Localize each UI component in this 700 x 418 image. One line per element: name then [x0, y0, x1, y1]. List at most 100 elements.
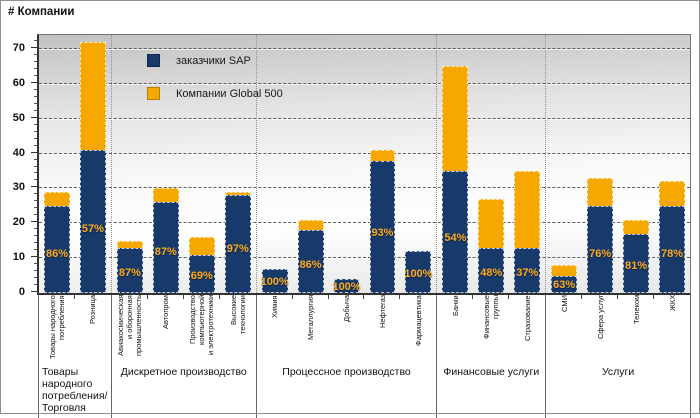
- bar-slot: 97%: [220, 35, 256, 293]
- bar-slot: 87%: [112, 35, 148, 293]
- bar-segment-sap: [478, 247, 505, 293]
- category-label: Металлургия: [306, 295, 316, 341]
- category-label: Фармацевтика: [413, 295, 423, 346]
- category-cell: Производство компьютерной и электротехни…: [184, 295, 220, 361]
- y-tick-minor: [34, 193, 37, 195]
- bar-column: 37%: [514, 35, 541, 293]
- bar-slot: 37%: [509, 35, 545, 293]
- bar-column: 63%: [551, 35, 578, 293]
- plot-area: 86% 57% 87% 87% 69% 97% 100% 86% 100% 93% 100% 54% 4…: [37, 34, 691, 295]
- y-tick-minor: [34, 277, 37, 279]
- bar-column: 86%: [44, 35, 70, 293]
- bar-segment-sap: [297, 230, 324, 293]
- sap-share-label: 100%: [332, 280, 361, 293]
- sap-share-label: 78%: [661, 247, 684, 260]
- category-label: Финансовые группы: [482, 295, 501, 339]
- bar-group: 54% 48% 37%: [437, 35, 547, 293]
- y-tick-minor: [34, 137, 37, 139]
- bar-column: 69%: [188, 35, 215, 293]
- y-tick-minor: [34, 67, 37, 69]
- bar-slot: 87%: [148, 35, 184, 293]
- bar-column: 76%: [587, 35, 614, 293]
- bar-segment-global500: [551, 265, 578, 276]
- y-tick-major: [31, 291, 37, 292]
- x-group: Товары народного потребления Розница Товар…: [39, 295, 112, 418]
- category-label: Авиакосмическая и оборонная промышленнос…: [116, 295, 144, 357]
- y-tick-major: [31, 151, 37, 153]
- y-tick-major: [31, 81, 37, 83]
- category-cell: Добыча: [329, 295, 365, 361]
- bar-slot: 100%: [329, 35, 365, 293]
- y-tick-minor: [34, 235, 37, 237]
- bar-segment-global500: [478, 198, 505, 248]
- category-label: Химия: [270, 295, 280, 318]
- y-tick-minor: [34, 207, 37, 209]
- y-tick-minor: [34, 109, 37, 111]
- bar-slot: 81%: [618, 35, 654, 293]
- bar-segment-sap: [224, 195, 251, 293]
- category-label: Товары народного потребления: [47, 295, 66, 359]
- y-tick-minor: [34, 249, 37, 251]
- legend-label-sap: заказчики SAP: [176, 54, 251, 67]
- bar-slot: 100%: [400, 35, 436, 293]
- category-labels-row: Товары народного потребления Розница: [39, 295, 111, 361]
- gridline-40: [39, 152, 690, 154]
- bar-slot: 86%: [39, 35, 75, 293]
- bar-segment-global500: [224, 191, 251, 196]
- bar-column: 78%: [659, 35, 685, 293]
- sap-share-label: 93%: [371, 227, 394, 240]
- sap-share-label: 81%: [625, 260, 648, 273]
- bar-segment-sap: [333, 279, 360, 293]
- y-tick-major: [31, 116, 37, 118]
- y-tick-label-20: 20: [12, 216, 25, 229]
- gridline-70: [39, 47, 690, 49]
- y-tick-label-30: 30: [12, 181, 25, 194]
- bar-segment-sap: [587, 205, 614, 293]
- y-tick-major: [31, 46, 37, 48]
- bar-column: 57%: [79, 35, 106, 293]
- gridline-60: [39, 82, 690, 84]
- bar-column: 97%: [224, 35, 251, 293]
- category-cell: Металлургия: [293, 295, 329, 361]
- sap-share-label: 86%: [299, 258, 322, 271]
- bar-column: 87%: [116, 35, 143, 293]
- category-cell: Автопром: [148, 295, 184, 361]
- gridline-30: [39, 187, 690, 189]
- bar-column: 100%: [404, 35, 432, 293]
- bar-slot: 93%: [364, 35, 400, 293]
- sap-share-label: 86%: [45, 247, 68, 260]
- bar-slot: 69%: [184, 35, 220, 293]
- sap-share-label: 54%: [444, 232, 467, 245]
- y-tick-major: [31, 256, 37, 258]
- bar-column: 81%: [623, 35, 650, 293]
- y-tick-minor: [34, 95, 37, 97]
- category-cell: Высокие технологии: [220, 295, 256, 361]
- category-cell: Страхование: [509, 295, 545, 361]
- bar-column: 100%: [332, 35, 361, 293]
- sap-share-label: 76%: [589, 247, 612, 260]
- bars-container: 86% 57% 87% 87% 69% 97% 100% 86% 100% 93% 100% 54% 4…: [39, 35, 690, 293]
- legend-item-global500: Компании Global 500: [147, 87, 283, 100]
- x-group: Химия Металлургия Добыча Нефтегаз Фармацевти…: [257, 295, 438, 418]
- bar-segment-global500: [188, 237, 215, 255]
- category-label: Сфера услуг: [595, 295, 605, 340]
- category-label: Страхование: [522, 295, 532, 341]
- bar-column: 87%: [152, 35, 179, 293]
- category-cell: ЖКХ: [654, 295, 690, 361]
- y-tick-major: [31, 221, 37, 223]
- bar-segment-global500: [623, 219, 650, 234]
- y-tick-label-60: 60: [12, 76, 25, 89]
- bar-column: 86%: [297, 35, 324, 293]
- y-tick-label-40: 40: [12, 146, 25, 159]
- group-label: Процессное производство: [282, 366, 411, 378]
- bar-segment-global500: [44, 191, 70, 206]
- y-tick-minor: [34, 270, 37, 272]
- group-label: Финансовые услуги: [443, 366, 540, 378]
- y-tick-minor: [34, 263, 37, 265]
- legend-label-global500: Компании Global 500: [176, 87, 283, 100]
- category-label: Высокие технологии: [228, 295, 247, 335]
- legend-swatch-global500: [147, 87, 160, 100]
- bar-segment-sap: [79, 150, 106, 293]
- y-tick-minor: [34, 88, 37, 90]
- sap-share-label: 57%: [81, 222, 104, 235]
